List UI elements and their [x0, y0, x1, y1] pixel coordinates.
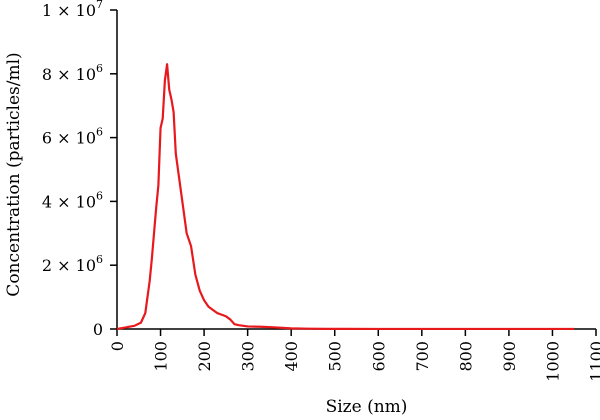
- y-axis-title: Concentration (particles/ml): [4, 52, 24, 296]
- x-tick-label: 1100: [587, 341, 600, 382]
- y-tick-label: 2 × 106: [42, 253, 103, 275]
- y-tick-label: 4 × 106: [42, 189, 103, 211]
- x-tick-label: 500: [326, 341, 345, 372]
- x-axis-ticks: 0 100 200 300 400 500 600 700 800 900 1000 1100: [108, 329, 600, 382]
- y-tick-label: 6 × 106: [42, 126, 103, 148]
- x-axis-title: Size (nm): [326, 397, 408, 417]
- x-tick-label: 1000: [543, 341, 562, 382]
- x-tick-label: 200: [195, 341, 214, 372]
- y-tick-label: 0: [93, 320, 103, 339]
- x-tick-label: 600: [369, 341, 388, 372]
- y-axis-ticks: 0 2 × 106 4 × 106 6 × 106 8 × 106 1 × 107: [42, 0, 117, 339]
- axes: [116, 10, 596, 330]
- x-tick-label: 800: [456, 341, 475, 372]
- x-tick-label: 0: [108, 341, 127, 351]
- y-tick-label: 8 × 106: [42, 62, 103, 84]
- x-tick-label: 900: [500, 341, 519, 372]
- x-tick-label: 300: [239, 341, 258, 372]
- x-tick-label: 400: [282, 341, 301, 372]
- x-tick-label: 100: [152, 341, 171, 372]
- y-tick-label: 1 × 107: [42, 0, 103, 20]
- x-tick-label: 700: [413, 341, 432, 372]
- concentration-series-line: [116, 63, 575, 331]
